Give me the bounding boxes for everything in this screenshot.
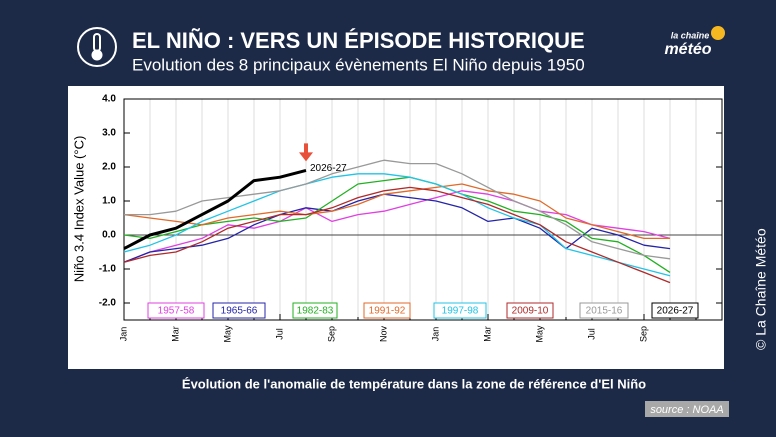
series-line [123,176,671,273]
plot-frame [123,98,723,321]
series-line [123,183,670,240]
series-line [123,168,307,250]
x-tick-label: Sep [326,326,336,342]
series-line [123,193,671,263]
y-axis-label: Niño 3.4 Index Value (°C) [71,136,86,283]
series-line [123,173,671,277]
annotation: 2026-27 [310,163,347,174]
legend-box [651,302,699,319]
x-tick-label: Nov [378,326,388,343]
y-tick-label: 3.0 [102,128,116,139]
legend-label: 1965-66 [221,306,258,317]
y-tick-label: 0.0 [102,230,116,241]
legend-box [433,302,487,319]
x-tick-label: Mar [482,326,492,342]
logo-top: la chaîne [671,30,710,40]
legend-box [212,302,266,319]
x-tick-label: Mar [170,326,180,342]
y-tick-label: 4.0 [102,94,116,105]
legend-label: 2009-10 [512,306,549,317]
legend-box [363,302,411,319]
legend-box [579,302,629,319]
x-tick-label: Jul [586,328,596,340]
y-tick-label: -2.0 [99,298,117,309]
series-line [123,186,671,284]
thermometer-icon [77,27,117,67]
legend-box [292,302,338,319]
x-tick-label: Jan [118,327,128,342]
x-tick-label: May [534,325,544,343]
y-tick-label: -1.0 [99,264,117,275]
y-tick-label: 1.0 [102,196,116,207]
x-tick-label: Jul [274,328,284,340]
logo: la chaîne météo [664,26,725,58]
annotation-arrow [299,143,313,162]
legend-box [147,302,205,319]
logo-bottom: météo [664,41,711,58]
x-tick-label: Jan [430,327,440,342]
source-box [645,401,729,417]
chart-panel [68,86,724,369]
legend-label: 1982-83 [297,306,334,317]
plot: Jan Mar May Jul Sep Nov Jan Mar May Jul Sep -2.0 -1.… [99,94,723,343]
copyright: © La Chaîne Météo [753,228,769,350]
source: source : NOAA [650,404,723,416]
series-line [124,159,671,260]
y-tick-label: 2.0 [102,162,116,173]
legend-label: 2015-16 [586,306,623,317]
caption: Évolution de l'anomalie de température d… [182,376,646,391]
series-line [123,190,671,263]
subtitle: Evolution des 8 principaux évènements El… [132,55,585,74]
legend-label: 1991-92 [369,306,406,317]
legend-label: 1997-98 [442,306,479,317]
legend-label: 2026-27 [657,306,694,317]
x-tick-label: Sep [638,326,648,342]
legend-label: 1957-58 [158,306,195,317]
title: EL NIÑO : VERS UN ÉPISODE HISTORIQUE [132,28,585,53]
x-tick-label: May [222,325,232,343]
legend-box [506,302,554,319]
